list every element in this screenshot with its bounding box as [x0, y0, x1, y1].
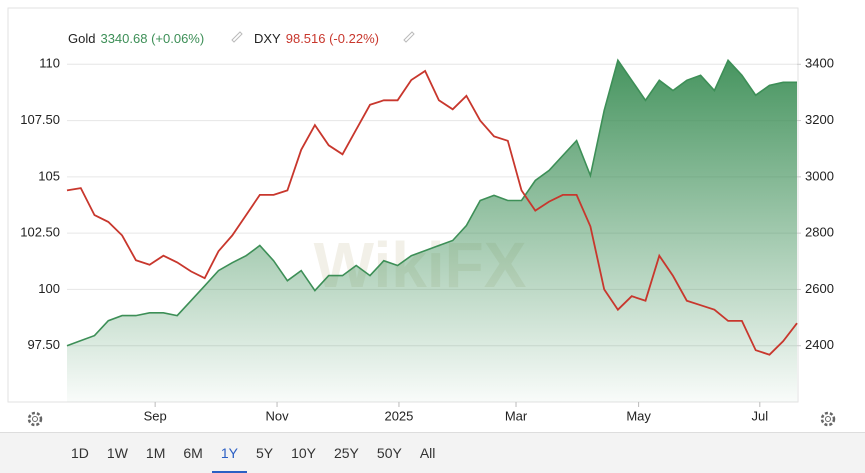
- y-tick-label: 102.50: [20, 225, 60, 240]
- range-button[interactable]: 6M: [183, 444, 203, 461]
- y2-tick-label: 2600: [805, 281, 834, 296]
- range-button[interactable]: 10Y: [291, 444, 316, 461]
- y2-tick-label: 3400: [805, 56, 834, 71]
- range-button[interactable]: 25Y: [333, 444, 359, 461]
- edit-icon[interactable]: [231, 31, 243, 43]
- y2-tick-label: 2800: [805, 225, 834, 240]
- y2-tick-label: 3200: [805, 112, 834, 127]
- range-button[interactable]: 5Y: [255, 444, 274, 461]
- x-tick-label: Nov: [265, 408, 289, 423]
- y-tick-label: 97.50: [27, 337, 60, 352]
- range-button[interactable]: 1Y: [211, 433, 247, 473]
- area-fill: [67, 60, 797, 403]
- y-tick-label: 110: [39, 56, 60, 71]
- range-bar: 1D 1W 1M 6M 1Y 5Y 10Y 25Y 50Y All: [0, 432, 865, 473]
- range-button[interactable]: All: [419, 444, 436, 461]
- legend-entry: Gold 3340.68 (+0.06%): [68, 31, 204, 46]
- x-tick-label: Mar: [505, 408, 528, 423]
- settings-icon[interactable]: [820, 411, 836, 427]
- y-tick-label: 105: [38, 168, 60, 183]
- range-button[interactable]: 50Y: [376, 444, 402, 461]
- y2-tick-label: 3000: [805, 168, 834, 183]
- legend-name: DXY: [254, 31, 281, 46]
- legend-entry: DXY 98.516 (-0.22%): [254, 31, 379, 46]
- legend-name: Gold: [68, 31, 95, 46]
- x-tick-label: 2025: [384, 408, 413, 423]
- x-tick-label: Jul: [751, 408, 768, 423]
- edit-icon[interactable]: [403, 31, 415, 43]
- range-button[interactable]: 1D: [71, 444, 89, 461]
- chart: WikiFX 97.50100102.50105107.501102400260…: [7, 7, 836, 427]
- legend-value: 3340.68 (+0.06%): [100, 31, 204, 46]
- range-button[interactable]: 1W: [106, 444, 128, 461]
- y-tick-label: 107.50: [20, 112, 60, 127]
- y2-tick-label: 2400: [805, 337, 834, 352]
- range-button[interactable]: 1M: [145, 444, 166, 461]
- x-tick-label: May: [626, 408, 651, 423]
- x-tick-label: Sep: [144, 408, 167, 423]
- area-line: [66, 58, 797, 347]
- y-tick-label: 100: [38, 281, 60, 296]
- legend-value: 98.516 (-0.22%): [286, 31, 379, 46]
- line: [66, 69, 798, 356]
- settings-icon[interactable]: [27, 411, 43, 427]
